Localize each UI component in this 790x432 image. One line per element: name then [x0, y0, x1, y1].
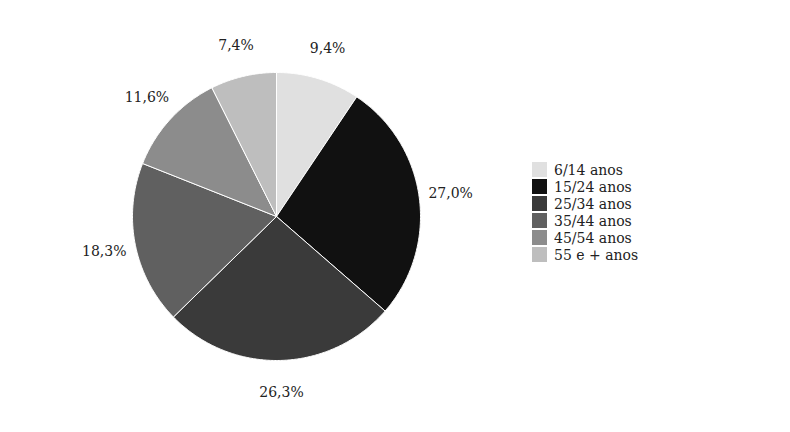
html-text:35/44 anos: 35/44 anos	[554, 212, 632, 229]
svg-text:26,3%: 26,3%	[259, 384, 303, 400]
svg-text:7,4%: 7,4%	[218, 37, 254, 53]
html-text:15/24 anos: 15/24 anos	[554, 178, 632, 195]
svg-text:18,3%: 18,3%	[82, 243, 126, 259]
html-text:45/54 anos: 45/54 anos	[554, 229, 632, 246]
html-text:25/34 anos: 25/34 anos	[554, 195, 632, 212]
svg-text:27,0%: 27,0%	[428, 185, 472, 201]
html-text:6/14 anos: 6/14 anos	[554, 161, 623, 178]
html-text:55 e + anos: 55 e + anos	[554, 246, 639, 263]
svg-text:11,6%: 11,6%	[125, 89, 169, 105]
svg-text:9,4%: 9,4%	[310, 40, 346, 56]
